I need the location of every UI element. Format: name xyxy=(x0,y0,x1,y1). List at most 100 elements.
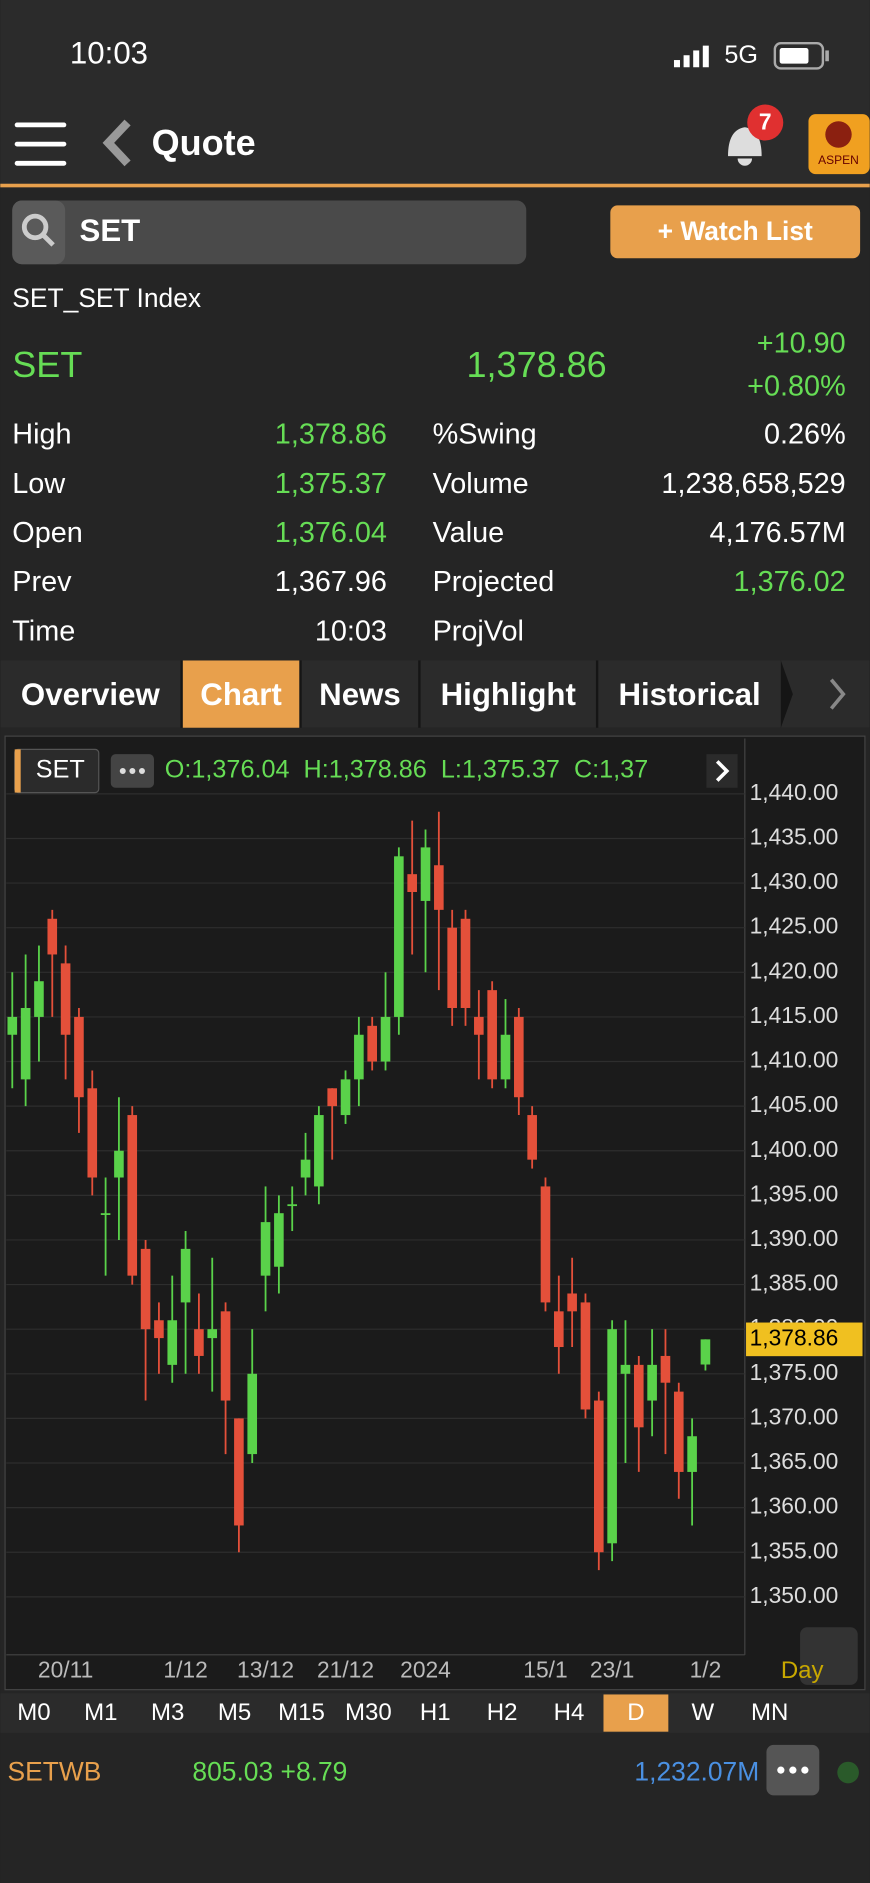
candle-body xyxy=(434,865,444,910)
y-tick-label: 1,440.00 xyxy=(750,779,839,805)
timeframe[interactable]: H2 xyxy=(487,1699,518,1726)
menu-button[interactable] xyxy=(14,122,67,166)
candle-body xyxy=(567,1293,577,1312)
candle-body xyxy=(340,1079,351,1116)
candle-body xyxy=(540,1186,551,1303)
y-tick-label: 1,430.00 xyxy=(750,868,839,894)
candle-body xyxy=(154,1320,164,1339)
last-price: 1,378.86 xyxy=(467,344,607,385)
y-tick-label: 1,415.00 xyxy=(750,1002,839,1028)
badge xyxy=(747,104,784,141)
tab-label: Chart xyxy=(200,677,282,712)
timeframe[interactable]: H4 xyxy=(554,1699,585,1726)
candle-body xyxy=(207,1329,218,1339)
x-tick-label: 13/12 xyxy=(237,1657,294,1683)
candle-body xyxy=(260,1222,271,1276)
stat-label: Open xyxy=(12,517,82,549)
tab[interactable] xyxy=(420,660,596,728)
chart-symbol-marker xyxy=(14,749,21,793)
timeframe[interactable]: D xyxy=(627,1699,644,1726)
tab[interactable] xyxy=(598,660,781,728)
search-box[interactable] xyxy=(12,200,527,265)
fullscreen-button[interactable] xyxy=(800,1627,858,1685)
stat-label: ProjVol xyxy=(433,615,524,647)
timeframe[interactable]: M5 xyxy=(218,1699,251,1726)
timeframe[interactable]: M30 xyxy=(345,1699,392,1726)
stat-value: 1,238,658,529 xyxy=(661,468,845,500)
last-price-label: 1,378.86 xyxy=(750,1324,839,1350)
candle-body xyxy=(34,981,44,1017)
chart-menu-dots xyxy=(119,767,145,774)
stat-value: 1,376.02 xyxy=(734,566,846,598)
candle-body xyxy=(580,1302,591,1410)
y-tick-label: 1,435.00 xyxy=(750,824,839,850)
stat-value: 1,367.96 xyxy=(275,566,387,598)
tab[interactable] xyxy=(301,660,419,728)
timeframe[interactable]: MN xyxy=(751,1699,788,1726)
chart-symbol: SET xyxy=(36,756,85,784)
candle-body xyxy=(20,1007,31,1080)
last-price-marker xyxy=(746,1322,863,1357)
timeframe[interactable]: W xyxy=(691,1699,714,1726)
ticker-value: 1,232.07M xyxy=(634,1757,759,1787)
stat-label: Low xyxy=(12,468,65,500)
candle-body xyxy=(474,1016,484,1035)
tab[interactable] xyxy=(0,660,181,728)
candle-body xyxy=(274,1213,284,1267)
timeframe[interactable]: H1 xyxy=(420,1699,451,1726)
logo-globe xyxy=(825,121,852,148)
period-label: Day xyxy=(781,1657,824,1684)
candle-body xyxy=(47,918,58,955)
watch-list-button[interactable] xyxy=(610,205,861,259)
candle-body xyxy=(314,1115,324,1187)
tab[interactable] xyxy=(182,660,300,728)
stat-label: %Swing xyxy=(433,419,537,451)
candle-body xyxy=(647,1364,657,1401)
x-tick-label: 1/12 xyxy=(163,1657,207,1683)
instrument-name: SET_SET Index xyxy=(12,283,201,313)
candle-body xyxy=(500,1034,511,1080)
candle-body xyxy=(687,1436,697,1472)
top-bar xyxy=(0,0,870,187)
back-button[interactable] xyxy=(102,119,131,167)
stat-label: Prev xyxy=(12,566,72,598)
tab-label: Historical xyxy=(618,677,760,712)
header-divider xyxy=(0,183,870,188)
timeframe[interactable]: M15 xyxy=(278,1699,325,1726)
stat-value: 10:03 xyxy=(315,615,387,647)
ohlc-scroll[interactable] xyxy=(706,754,738,788)
timeframe[interactable]: M3 xyxy=(151,1699,184,1726)
symbol: SET xyxy=(12,344,82,385)
y-tick-label: 1,355.00 xyxy=(750,1537,839,1563)
stat-label: Projected xyxy=(433,566,555,598)
candle-body xyxy=(460,918,471,1008)
candle-body xyxy=(127,1115,138,1276)
stat-value: 1,376.04 xyxy=(275,517,387,549)
ohlc-readout: O:1,376.04 H:1,378.86 L:1,375.37 C:1,37 xyxy=(165,756,648,784)
change: +10.90 xyxy=(757,327,846,359)
badge-count: 7 xyxy=(759,109,772,135)
tab-scroll[interactable] xyxy=(780,660,870,728)
y-tick-label: 1,420.00 xyxy=(750,957,839,983)
candle-body xyxy=(194,1329,204,1356)
candle-body xyxy=(527,1115,537,1160)
timeframe[interactable]: M1 xyxy=(84,1699,117,1726)
candle-body xyxy=(607,1329,617,1544)
stat-label: High xyxy=(12,419,71,451)
search-query: SET xyxy=(80,213,141,248)
bell[interactable] xyxy=(728,127,762,166)
candle-body xyxy=(700,1339,711,1365)
candle-body xyxy=(7,1016,18,1035)
candle-body xyxy=(673,1391,684,1472)
timeframe[interactable]: M0 xyxy=(17,1699,50,1726)
candle-body xyxy=(487,990,497,1080)
x-tick-label: 23/1 xyxy=(590,1657,634,1683)
logo-text: ASPEN xyxy=(818,153,859,167)
y-tick-label: 1,350.00 xyxy=(750,1582,839,1608)
y-tick-label: 1,425.00 xyxy=(750,913,839,939)
candle-body xyxy=(420,847,431,901)
change-percent: +0.80% xyxy=(747,370,846,402)
candle-body xyxy=(247,1373,258,1455)
search-icon-box xyxy=(12,200,66,265)
y-tick-label: 1,360.00 xyxy=(750,1493,839,1519)
